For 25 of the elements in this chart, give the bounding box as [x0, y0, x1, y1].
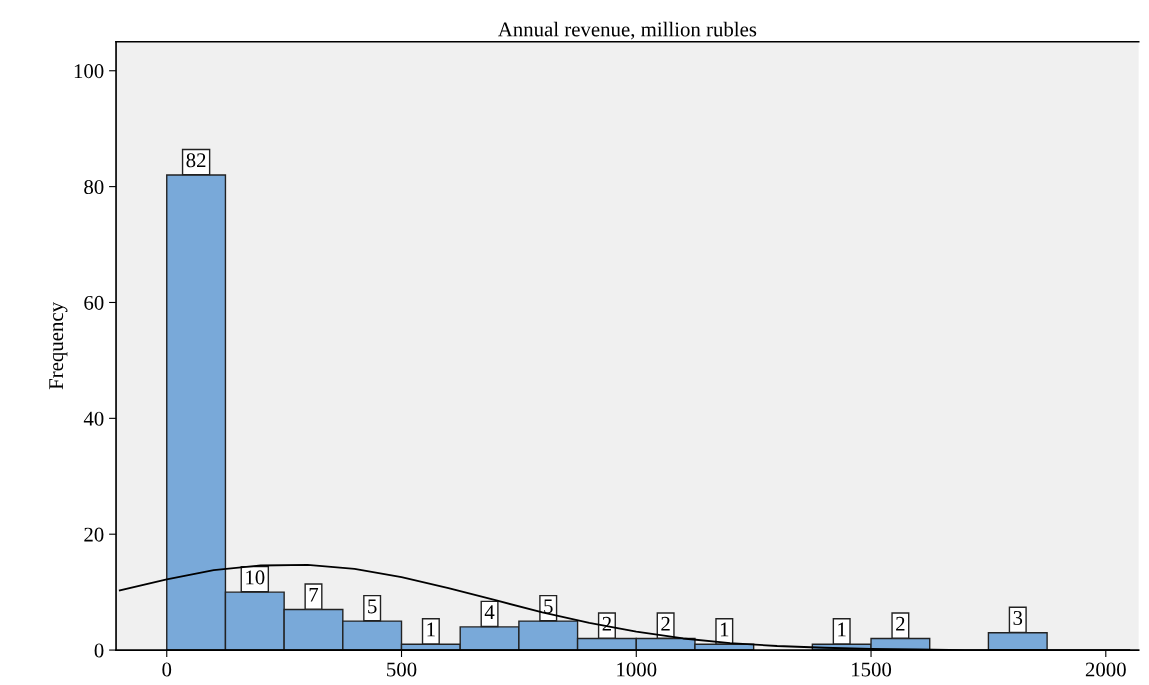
- data-label: 7: [309, 587, 319, 602]
- data-label: 2: [896, 616, 905, 631]
- x-tick-label: 1500: [852, 662, 892, 677]
- data-label: 1: [838, 622, 846, 637]
- x-tick-label: 500: [387, 662, 417, 677]
- y-tick-label: 0: [94, 643, 104, 658]
- y-tick-label: 40: [83, 411, 104, 426]
- x-tick-label: 1000: [617, 662, 657, 677]
- chart-title: Annual revenue, million rubles: [497, 21, 757, 40]
- y-axis-title: Frequency: [49, 302, 68, 390]
- data-label: 1: [720, 622, 729, 637]
- data-label: 5: [368, 599, 377, 614]
- data-label: 10: [246, 570, 265, 585]
- data-label: 2: [661, 616, 670, 631]
- x-tick-label: 2000: [1085, 662, 1126, 677]
- x-tick-label: 0: [162, 662, 172, 677]
- data-label: 5: [544, 599, 553, 614]
- data-label: 4: [484, 605, 495, 619]
- y-tick-label: 60: [84, 295, 104, 310]
- data-label: 1: [427, 622, 435, 637]
- data-label: 82: [186, 153, 206, 168]
- y-tick-label: 80: [84, 179, 104, 195]
- data-label: 3: [1013, 610, 1023, 625]
- y-tick-label: 20: [84, 527, 104, 542]
- y-tick-label: 100: [74, 64, 104, 79]
